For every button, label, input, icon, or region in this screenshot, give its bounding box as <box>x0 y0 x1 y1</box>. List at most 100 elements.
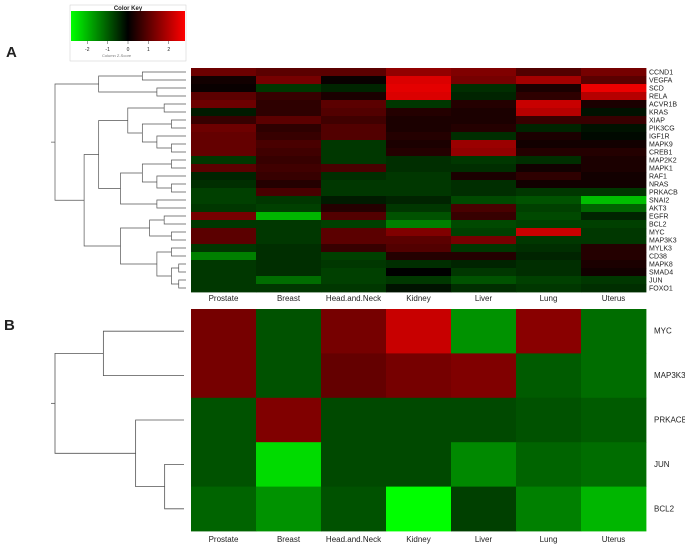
heatmap-cell <box>581 268 647 277</box>
heatmap-cell <box>516 442 582 487</box>
heatmap-cell <box>386 284 452 293</box>
heatmap-cell <box>451 140 517 149</box>
heatmap-cell <box>386 156 452 165</box>
column-label: Liver <box>475 294 493 303</box>
heatmap-cell <box>451 252 517 261</box>
row-label: RELA <box>649 94 668 101</box>
heatmap-cell <box>451 284 517 293</box>
heatmap-cell <box>321 486 387 532</box>
heatmap-cell <box>321 132 387 141</box>
dendrogram-branch <box>171 183 186 193</box>
heatmap-cell <box>516 148 582 157</box>
heatmap-cell <box>191 124 257 133</box>
heatmap-cell <box>451 397 517 443</box>
heatmap-cell <box>451 108 517 117</box>
heatmap-cell <box>386 68 452 77</box>
heatmap-cell <box>191 244 257 253</box>
heatmap-cell <box>321 268 387 277</box>
heatmap-cell <box>581 309 647 354</box>
heatmap-cell <box>256 124 322 133</box>
row-label: PIK3CG <box>649 126 675 133</box>
heatmap-cell <box>581 236 647 245</box>
row-label: VEGFA <box>649 78 673 85</box>
heatmap-cell <box>451 156 517 165</box>
heatmap-cell <box>191 188 257 197</box>
heatmap-cell <box>581 260 647 269</box>
heatmap-cell <box>581 486 647 532</box>
heatmap-cell <box>321 148 387 157</box>
heatmap-cell <box>191 156 257 165</box>
heatmap-cell <box>581 84 647 93</box>
heatmap-cell <box>516 204 582 213</box>
heatmap-cell <box>386 172 452 181</box>
color-key-tick-label: 1 <box>147 47 150 53</box>
heatmap-cell <box>191 76 257 85</box>
heatmap-cell <box>191 92 257 101</box>
heatmap-cell <box>386 353 452 399</box>
heatmap-cell <box>256 84 322 93</box>
heatmap-cell <box>386 116 452 125</box>
heatmap-cell <box>516 132 582 141</box>
dendrogram-branch <box>127 107 165 134</box>
heatmap-cell <box>321 244 387 253</box>
heatmap-cell <box>516 276 582 285</box>
row-label: SNAI2 <box>649 198 669 205</box>
dendrogram-branch <box>156 199 186 209</box>
row-label: CREB1 <box>649 150 672 157</box>
heatmap-cell <box>516 164 582 173</box>
heatmap-cell <box>256 252 322 261</box>
heatmap-cell <box>321 220 387 229</box>
heatmap-cell <box>451 84 517 93</box>
heatmap-cell <box>516 84 582 93</box>
heatmap-cell <box>256 92 322 101</box>
heatmap-cell <box>256 116 322 125</box>
heatmap-cell <box>516 212 582 221</box>
row-label: CD38 <box>649 254 667 261</box>
panel-b-heatmap <box>191 309 647 532</box>
heatmap-cell <box>451 204 517 213</box>
heatmap-cell <box>516 92 582 101</box>
heatmap-cell <box>256 188 322 197</box>
column-label: Head.and.Neck <box>326 535 382 544</box>
color-key-tick-label: 0 <box>127 47 130 53</box>
heatmap-cell <box>516 140 582 149</box>
row-label: MAPK8 <box>649 262 673 269</box>
heatmap-cell <box>386 124 452 133</box>
heatmap-cell <box>321 116 387 125</box>
row-label: IGF1R <box>649 134 670 141</box>
row-label: MAPK9 <box>649 142 673 149</box>
heatmap-cell <box>321 309 387 354</box>
heatmap-cell <box>386 100 452 109</box>
panel-a-heatmap <box>191 68 647 293</box>
heatmap-cell <box>386 220 452 229</box>
heatmap-cell <box>581 276 647 285</box>
row-label: CCND1 <box>649 70 673 77</box>
row-label: JUN <box>649 278 663 285</box>
heatmap-cell <box>386 196 452 205</box>
heatmap-cell <box>191 172 257 181</box>
heatmap-cell <box>321 124 387 133</box>
heatmap-cell <box>451 220 517 229</box>
heatmap-cell <box>191 353 257 399</box>
column-label: Breast <box>277 294 301 303</box>
heatmap-cell <box>191 212 257 221</box>
heatmap-cell <box>516 116 582 125</box>
heatmap-cell <box>191 486 257 532</box>
heatmap-cell <box>256 172 322 181</box>
color-key-tick-label: -2 <box>85 47 90 53</box>
dendrogram-branch <box>120 227 157 265</box>
heatmap-cell <box>256 268 322 277</box>
dendrogram-branch <box>163 215 186 225</box>
row-label: MYC <box>654 327 672 336</box>
heatmap-cell <box>321 76 387 85</box>
row-label: ACVR1B <box>649 102 677 109</box>
heatmap-cell <box>191 309 257 354</box>
row-label: XIAP <box>649 118 665 125</box>
heatmap-cell <box>386 260 452 269</box>
heatmap-cell <box>256 140 322 149</box>
heatmap-cell <box>191 276 257 285</box>
heatmap-cell <box>451 268 517 277</box>
heatmap-cell <box>321 156 387 165</box>
heatmap-cell <box>191 260 257 269</box>
